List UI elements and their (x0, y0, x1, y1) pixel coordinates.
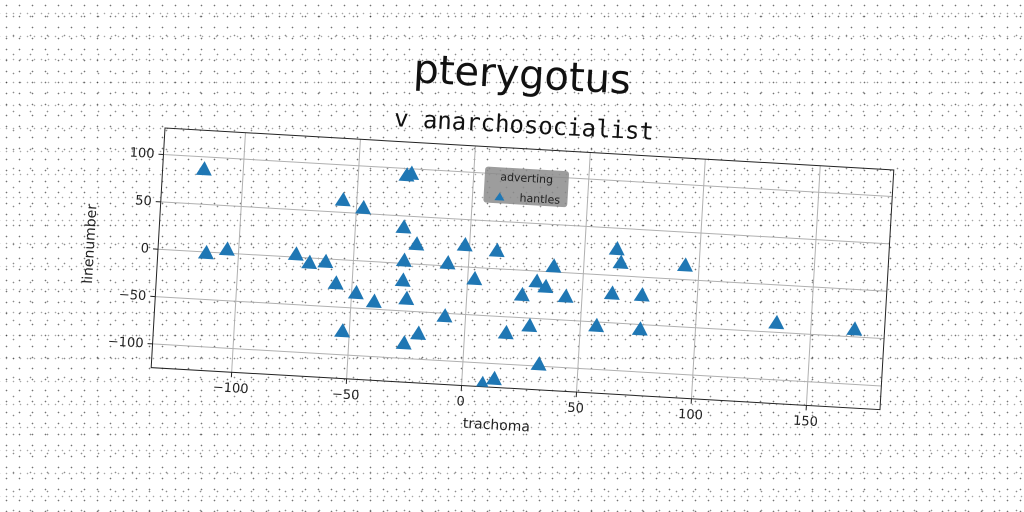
scatter-point-triangle (327, 275, 344, 290)
y-grid-line (157, 248, 887, 292)
scatter-point-triangle (456, 237, 473, 252)
scatter-point-triangle (410, 325, 427, 340)
x-tick-label: 50 (567, 401, 584, 417)
legend-marker-triangle-icon (494, 192, 505, 201)
scatter-point-triangle (633, 287, 650, 302)
scatter-point-triangle (408, 236, 425, 251)
scatter-point-triangle (676, 257, 693, 272)
x-axis-label: trachoma (462, 416, 530, 436)
x-grid-line (805, 165, 821, 406)
plot-area: −100 −50 0 50 100 150 −100 −50 0 50 100 trachoma l… (80, 127, 895, 436)
scatter-point-triangle (521, 317, 538, 333)
x-grid-line (461, 145, 476, 386)
scatter-point-triangle (355, 199, 372, 215)
legend-entry-label: hantles (519, 192, 561, 207)
scatter-point-triangle (631, 321, 648, 336)
y-tick-label: 0 (140, 241, 149, 256)
scatter-point-triangle (347, 284, 364, 300)
grid (152, 132, 893, 406)
scatter-point-triangle (608, 241, 625, 256)
scatter-point-triangle (768, 314, 785, 330)
scatter-point-triangle (395, 335, 412, 350)
y-axis-label: linenumber (80, 203, 101, 284)
y-tick-label: −50 (118, 287, 146, 304)
chart-title: pterygotus (412, 46, 632, 103)
x-tick-label: 0 (456, 394, 465, 409)
scatter-point-triangle (301, 254, 318, 270)
scatter-point-triangle (317, 253, 334, 269)
scatter-point-triangle (218, 241, 235, 256)
scatter-point-triangle (439, 255, 456, 270)
scatter-point-triangle (334, 323, 351, 338)
scatter-point-triangle (485, 370, 502, 386)
scatter-point-triangle (197, 244, 214, 260)
scatter-point-triangle (365, 293, 382, 308)
scatter-point-triangle (528, 273, 545, 288)
scatter-point-triangle (394, 272, 411, 287)
x-grid-line (576, 152, 591, 393)
legend-title: adverting (500, 170, 554, 186)
scatter-point-triangle (287, 246, 304, 261)
scatter-point-triangle (530, 356, 547, 371)
tick-labels: −100 −50 0 50 100 150 −100 −50 0 50 100 (107, 146, 819, 430)
x-tick-label: −50 (332, 387, 360, 404)
x-tick-label: 150 (793, 414, 819, 430)
scatter-point-triangle (603, 285, 620, 300)
x-tick-label: −100 (212, 380, 249, 397)
scatter-point-triangle (497, 324, 514, 340)
x-grid-line (231, 132, 246, 373)
scatter-point-triangle (537, 278, 554, 294)
scatter-point-triangle (403, 165, 420, 180)
x-grid-line (690, 159, 706, 399)
scatter-point-triangle (466, 270, 483, 286)
scatter-point-triangle (334, 191, 351, 207)
y-tick-label: −100 (107, 334, 144, 351)
scatter-point-triangle (612, 254, 629, 270)
x-grid-line (346, 139, 361, 379)
scatter-point-triangle (488, 242, 505, 258)
legend-box (483, 166, 570, 208)
y-tick-label: 50 (135, 193, 152, 209)
scatter-point-triangle (395, 252, 412, 267)
scatter-point-triangle (436, 308, 453, 323)
scatter-point-triangle (545, 258, 562, 273)
scatter-point-triangle (395, 219, 412, 234)
scatter-point-triangle (195, 161, 212, 176)
y-grid-line (152, 343, 882, 387)
plot-frame (150, 127, 895, 411)
scatter-point-triangle (846, 321, 863, 336)
scatter-point-triangle (398, 290, 415, 306)
y-tick-label: 100 (129, 146, 155, 162)
y-grid-line (160, 201, 890, 245)
legend: adverting hantles (483, 166, 570, 208)
scatter-point-triangle (557, 288, 574, 303)
x-tick-label: 100 (678, 407, 704, 423)
scatter-point-triangle (588, 317, 605, 333)
scatter-point-triangle (513, 286, 530, 302)
chart-subtitle: v anarchosocialist (393, 104, 654, 146)
y-grid-line (155, 296, 885, 340)
